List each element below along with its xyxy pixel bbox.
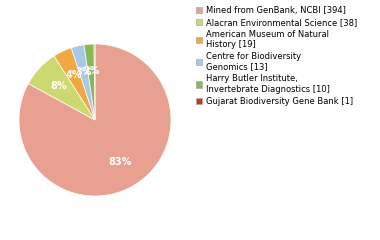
- Wedge shape: [84, 44, 95, 120]
- Text: 4%: 4%: [66, 70, 82, 80]
- Wedge shape: [19, 44, 171, 196]
- Wedge shape: [54, 48, 95, 120]
- Text: 2%: 2%: [83, 66, 99, 76]
- Legend: Mined from GenBank, NCBI [394], Alacran Environmental Science [38], American Mus: Mined from GenBank, NCBI [394], Alacran …: [194, 4, 359, 107]
- Wedge shape: [71, 45, 95, 120]
- Text: 8%: 8%: [51, 81, 67, 91]
- Text: 83%: 83%: [109, 157, 132, 168]
- Text: 3%: 3%: [75, 67, 92, 77]
- Wedge shape: [28, 56, 95, 120]
- Wedge shape: [94, 44, 95, 120]
